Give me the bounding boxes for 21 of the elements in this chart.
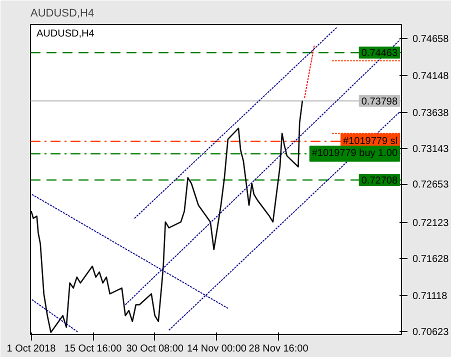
y-tick-label: 0.73143 [412,144,450,155]
ref-line-label: 0.74463 [361,48,398,60]
y-tick-label: 0.71118 [412,290,448,302]
y-tick-label: 0.72653 [412,180,450,190]
x-tick-label: 28 Nov 16:00 [248,344,309,354]
ref-line-label: 0.72708 [361,176,398,187]
y-tick-label: 0.73638 [412,108,450,119]
ref-line-label: #1019779 sl [343,136,398,147]
x-tick-label: 14 Nov 00:00 [186,344,247,354]
chart-title: AUDUSD,H4 [30,8,94,20]
x-tick-label: 15 Oct 16:00 [64,344,122,354]
y-tick-label: 0.74148 [412,70,450,82]
x-tick-label: 1 Oct 2018 [6,344,56,354]
x-tick-label: 30 Oct 08:00 [126,344,184,354]
ref-line-label: #1019779 buy 1.00 [312,148,398,160]
y-tick-label: 0.70623 [412,326,450,338]
y-tick-label: 0.71628 [412,254,450,265]
chart-subtitle: AUDUSD,H4 [36,28,95,40]
y-tick-label: 0.72123 [412,218,450,229]
ref-line-label: 0.73798 [361,96,398,108]
y-tick-label: 0.74658 [412,34,450,45]
